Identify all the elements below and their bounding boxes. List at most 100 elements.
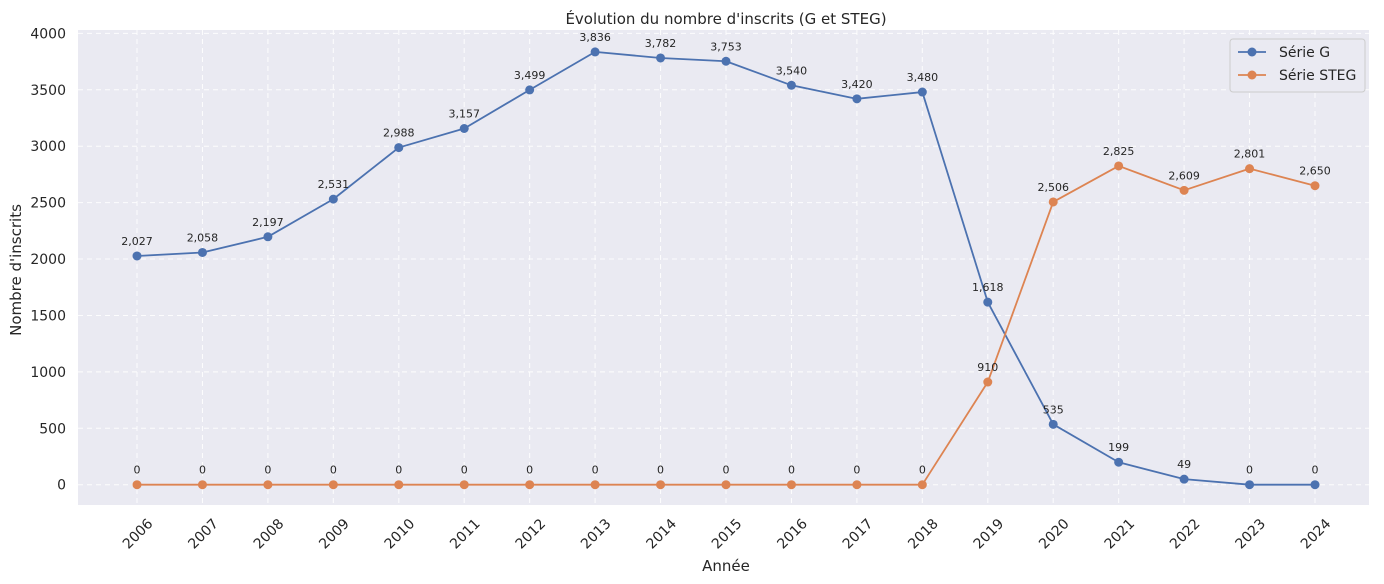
y-tick-label: 3500 [30,83,66,99]
chart-title: Évolution du nombre d'inscrits (G et STE… [565,9,886,28]
x-tick-label: 2014 [643,516,680,553]
data-label: 0 [134,464,141,477]
data-label: 2,506 [1037,181,1069,194]
x-tick-label: 2015 [709,516,746,553]
data-label: 3,480 [907,71,939,84]
data-point [459,480,469,490]
x-tick-label: 2006 [120,516,157,553]
data-label: 0 [264,464,271,477]
legend: Série G Série STEG [1229,38,1366,93]
data-label: 2,801 [1234,148,1266,161]
x-tick-label: 2018 [905,516,942,553]
data-label: 199 [1108,441,1129,454]
data-point [1310,181,1320,191]
legend-marker [1247,70,1257,80]
data-point [590,480,600,490]
y-tick-label: 1500 [30,308,66,324]
data-point [525,85,535,95]
x-tick-label: 2016 [774,516,811,553]
data-point [786,80,796,90]
data-point [1048,419,1058,429]
data-label: 3,420 [841,78,873,91]
x-tick-label: 2024 [1298,516,1335,553]
data-label: 3,782 [645,37,677,50]
data-point [852,480,862,490]
data-label: 2,531 [318,178,350,191]
y-tick-label: 0 [57,478,66,494]
data-point [1310,480,1320,490]
data-point [525,480,535,490]
plot-area [78,30,1369,505]
data-label: 2,988 [383,127,415,140]
data-label: 49 [1177,458,1191,471]
data-point [590,47,600,57]
data-label: 0 [853,464,860,477]
data-label: 0 [1312,464,1319,477]
data-point [1114,161,1124,171]
x-tick-label: 2013 [578,516,615,553]
legend-marker [1247,47,1257,57]
x-tick-label: 2007 [185,516,222,553]
y-tick-label: 2000 [30,252,66,268]
y-axis-label: Nombre d'inscrits [7,204,25,336]
data-point [459,123,469,133]
data-label: 0 [657,464,664,477]
data-point [656,53,666,63]
data-point [1245,164,1255,174]
data-point [786,480,796,490]
x-tick-label: 2011 [447,516,484,553]
data-label: 2,197 [252,216,284,229]
legend-item-serie-steg: Série STEG [1238,68,1356,84]
data-point [394,480,404,490]
x-tick-label: 2017 [840,516,877,553]
x-tick-label: 2008 [251,516,288,553]
data-label: 3,157 [448,107,480,120]
data-point [721,56,731,66]
data-label: 0 [199,464,206,477]
legend-label: Série G [1279,45,1330,61]
data-point [263,480,273,490]
x-tick-label: 2021 [1102,516,1139,553]
data-labels: 2,027 2,058 2,197 2,531 2,988 3,157 3,499 3,836… [121,31,1331,477]
data-point [656,480,666,490]
data-point [328,194,338,204]
data-label: 2,027 [121,235,153,248]
data-label: 0 [330,464,337,477]
series-lines [132,47,1320,490]
data-label: 0 [461,464,468,477]
data-point [917,480,927,490]
data-point [263,232,273,242]
data-point [1179,474,1189,484]
data-label: 0 [919,464,926,477]
data-label: 2,609 [1168,169,1200,182]
legend-item-serie-g: Série G [1238,45,1330,61]
x-tick-label: 2009 [316,516,353,553]
data-label: 1,618 [972,281,1004,294]
y-tick-label: 1000 [30,365,66,381]
data-point [1179,185,1189,195]
data-point [1114,457,1124,467]
x-tick-label: 2010 [382,516,419,553]
data-point [852,94,862,104]
x-tick-label: 2022 [1167,516,1204,553]
x-tick-label: 2019 [971,516,1008,553]
y-tick-label: 500 [39,421,66,437]
data-label: 2,825 [1103,145,1135,158]
data-point [394,143,404,153]
data-point [917,87,927,97]
grid [78,30,1369,505]
x-axis-label: Année [702,557,750,575]
data-point [197,247,207,257]
data-label: 910 [977,361,998,374]
y-tick-label: 3000 [30,139,66,155]
data-label: 0 [788,464,795,477]
data-label: 0 [395,464,402,477]
x-axis-ticks: 2006 2007 2008 2009 2010 2011 2012 2013 2014 2015… [120,516,1335,553]
data-point [983,377,993,387]
data-label: 3,540 [776,64,808,77]
data-point [132,480,142,490]
data-point [1245,480,1255,490]
data-label: 2,058 [187,231,219,244]
data-point [1048,197,1058,207]
